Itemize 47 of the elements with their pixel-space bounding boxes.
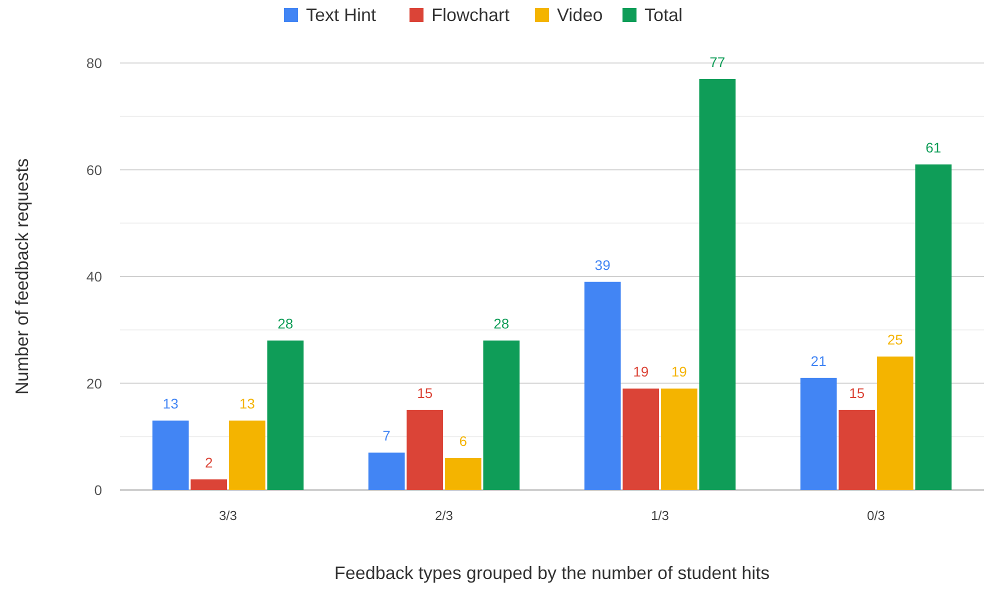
bar [800, 378, 837, 490]
y-tick-label: 20 [86, 375, 102, 392]
bar [406, 410, 444, 490]
x-tick-label: 1/3 [650, 508, 670, 523]
data-label: 15 [417, 384, 433, 401]
data-label: 19 [671, 364, 688, 380]
legend-label: Total [644, 5, 683, 25]
legend-label: Video [557, 5, 603, 25]
bar [838, 410, 876, 490]
bar [584, 282, 621, 490]
y-tick-label: 80 [86, 55, 102, 71]
x-tick-label: 2/3 [434, 508, 454, 523]
x-tick-label: 3/3 [218, 508, 238, 523]
bar [444, 458, 482, 490]
bar [483, 340, 520, 490]
x-tick-label: 0/3 [866, 508, 886, 523]
bar [660, 388, 698, 490]
bar [267, 340, 304, 490]
data-label: 77 [710, 54, 726, 70]
y-axis-title: Number of feedback requests [12, 158, 32, 395]
data-label: 61 [926, 139, 942, 156]
bar [190, 479, 228, 490]
bar [622, 388, 660, 490]
bar [876, 356, 914, 490]
data-label: 2 [204, 454, 213, 470]
data-label: 21 [810, 352, 827, 369]
data-label: 6 [459, 432, 468, 449]
data-label: 15 [849, 384, 865, 401]
bar [915, 164, 952, 490]
bar [368, 452, 405, 490]
y-tick-label: 60 [86, 162, 102, 178]
data-label: 13 [162, 396, 179, 412]
bar [228, 420, 266, 490]
legend-label: Flowchart [432, 5, 510, 25]
data-label: 39 [594, 256, 611, 273]
data-label: 19 [633, 364, 649, 380]
y-tick-label: 0 [94, 482, 102, 498]
bar [699, 79, 736, 490]
data-label: 28 [494, 316, 510, 332]
legend-label: Text Hint [306, 5, 376, 25]
x-axis-title: Feedback types grouped by the number of student hits [334, 563, 770, 583]
bar [152, 420, 189, 490]
data-label: 13 [239, 396, 256, 412]
y-tick-label: 40 [86, 268, 102, 284]
data-label: 25 [887, 332, 904, 348]
data-label: 7 [382, 428, 391, 444]
data-label: 28 [278, 316, 294, 332]
